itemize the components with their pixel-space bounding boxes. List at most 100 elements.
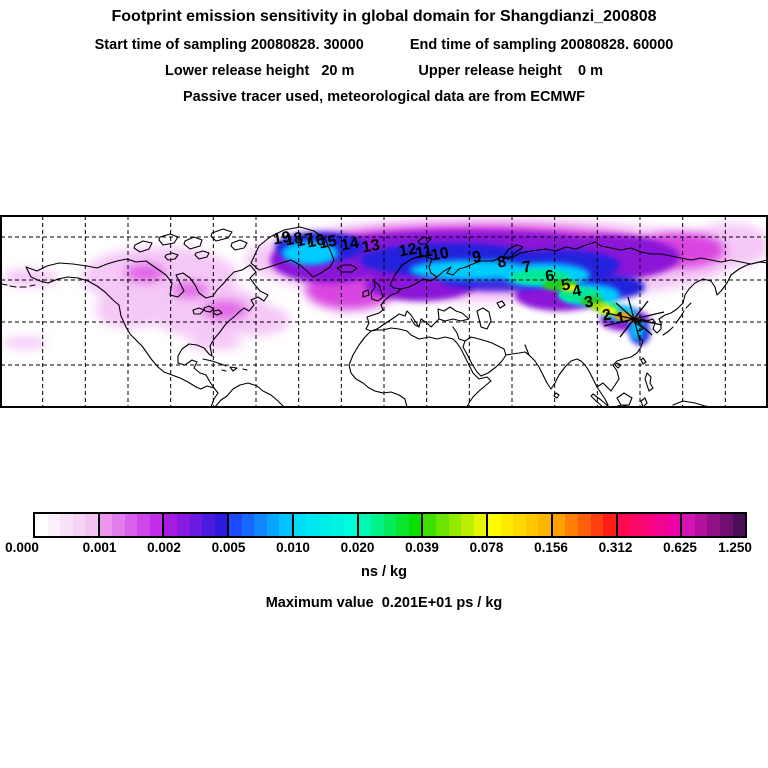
lower-release-text: Lower release height 20 m xyxy=(165,63,355,79)
upper-release-text: Upper release height 0 m xyxy=(418,63,603,79)
colorbar-cell xyxy=(565,514,578,536)
colorbar-cell xyxy=(241,514,255,536)
colorbar-cell xyxy=(577,514,591,536)
colorbar-cell xyxy=(603,514,616,536)
colorbar-cell xyxy=(682,514,695,536)
tracer-text: Passive tracer used, meteorological data… xyxy=(182,89,586,105)
trajectory-label: 6 xyxy=(544,267,556,286)
colorbar-cell xyxy=(279,514,292,536)
colorbar-cell xyxy=(137,514,150,536)
colorbar-cell xyxy=(72,514,86,536)
colorbar-cell xyxy=(319,514,332,536)
colorbar-tick-label: 0.625 xyxy=(663,540,697,555)
colorbar-segment xyxy=(615,514,681,536)
colorbar-cell xyxy=(732,514,746,536)
trajectory-label: 7 xyxy=(521,258,533,277)
colorbar-segment xyxy=(486,514,551,536)
colorbar-cell xyxy=(488,514,501,536)
colorbar-cell xyxy=(124,514,138,536)
colorbar-segment xyxy=(227,514,292,536)
colorbar-cell xyxy=(396,514,409,536)
colorbar-cell xyxy=(254,514,267,536)
source-star-icon xyxy=(602,293,666,345)
colorbar-segment xyxy=(35,514,98,536)
colorbar-cell xyxy=(590,514,604,536)
colorbar-tick-label: 0.000 xyxy=(5,540,39,555)
colorbar-cell xyxy=(500,514,514,536)
colorbar-tick-label: 0.002 xyxy=(147,540,181,555)
trajectory-label: 4 xyxy=(571,282,583,301)
trajectory-label: 8 xyxy=(496,253,508,272)
colorbar-cell xyxy=(448,514,462,536)
colorbar-tick-label: 0.001 xyxy=(82,540,117,555)
plume-blue xyxy=(275,232,650,345)
colorbar-cell xyxy=(461,514,474,536)
colorbar-segment xyxy=(680,514,746,536)
colorbar-cell xyxy=(630,514,643,536)
end-time-text: End time of sampling 20080828. 60000 xyxy=(409,37,674,53)
colorbar-cell xyxy=(694,514,708,536)
release-heights-line: Lower release height 20 m Upper release … xyxy=(0,63,768,79)
colorbar-segment xyxy=(421,514,487,536)
colorbar-cell xyxy=(177,514,190,536)
colorbar-cell xyxy=(344,514,357,536)
colorbar-cell xyxy=(423,514,436,536)
colorbar-cell xyxy=(371,514,384,536)
colorbar-segment xyxy=(162,514,228,536)
map-border xyxy=(0,215,768,408)
colorbar-cell xyxy=(719,514,733,536)
trajectory-label: 19 xyxy=(271,228,293,249)
trajectory-label: 5 xyxy=(560,276,572,295)
colorbar-cell xyxy=(85,514,98,536)
max-value-label: Maximum value 0.201E+01 ps / kg xyxy=(0,595,768,611)
colorbar-cell xyxy=(667,514,681,536)
colorbar-segment xyxy=(356,514,422,536)
colorbar-unit-label: ns / kg xyxy=(0,564,768,580)
trajectory-label: 3 xyxy=(583,293,595,312)
colorbar-cell xyxy=(35,514,48,536)
colorbar-tick-label: 0.020 xyxy=(340,540,375,555)
colorbar-cell xyxy=(707,514,720,536)
colorbar-cell xyxy=(99,514,113,536)
colorbar-cell xyxy=(47,514,61,536)
colorbar-cell xyxy=(552,514,566,536)
colorbar-cell xyxy=(617,514,631,536)
colorbar-cell xyxy=(473,514,487,536)
colorbar-cell xyxy=(358,514,372,536)
sampling-times-line: Start time of sampling 20080828. 30000 E… xyxy=(0,37,768,53)
colorbar-tick-label: 0.010 xyxy=(276,540,310,555)
colorbar-segment xyxy=(550,514,616,536)
world-map-svg xyxy=(0,215,768,408)
colorbar-cell xyxy=(60,514,73,536)
max-value-text: Maximum value 0.201E+01 ps / kg xyxy=(265,595,503,611)
colorbar-cell xyxy=(189,514,203,536)
colorbar-cell xyxy=(642,514,656,536)
colorbar-cell xyxy=(266,514,280,536)
colorbar-segment xyxy=(97,514,163,536)
tracer-info-line: Passive tracer used, meteorological data… xyxy=(0,89,768,105)
colorbar xyxy=(33,512,747,538)
trajectory-label: 13 xyxy=(360,236,382,257)
colorbar-cell xyxy=(383,514,397,536)
colorbar-tick-label: 0.078 xyxy=(469,540,504,555)
trajectory-label: 9 xyxy=(471,248,483,267)
colorbar-cell xyxy=(435,514,449,536)
unit-text: ns / kg xyxy=(361,564,407,580)
colorbar-cell xyxy=(164,514,178,536)
trajectory-label: 14 xyxy=(339,234,361,255)
start-time-text: Start time of sampling 20080828. 30000 xyxy=(94,37,364,53)
colorbar-cell xyxy=(655,514,668,536)
page-title: Footprint emission sensitivity in global… xyxy=(0,8,768,26)
colorbar-cell xyxy=(513,514,526,536)
colorbar-cell xyxy=(229,514,242,536)
colorbar-cell xyxy=(149,514,163,536)
colorbar-tick-label: 0.005 xyxy=(211,540,246,555)
colorbar-cell xyxy=(306,514,320,536)
trajectory-label: 12 xyxy=(397,240,419,261)
colorbar-cell xyxy=(525,514,539,536)
colorbar-cell xyxy=(538,514,551,536)
colorbar-segment xyxy=(291,514,357,536)
world-map-panel: 1 2 3 4 5 6 7 8 9 10 11 12 13 14 15 16 17 18 19 xyxy=(0,215,768,408)
colorbar-cell xyxy=(408,514,422,536)
